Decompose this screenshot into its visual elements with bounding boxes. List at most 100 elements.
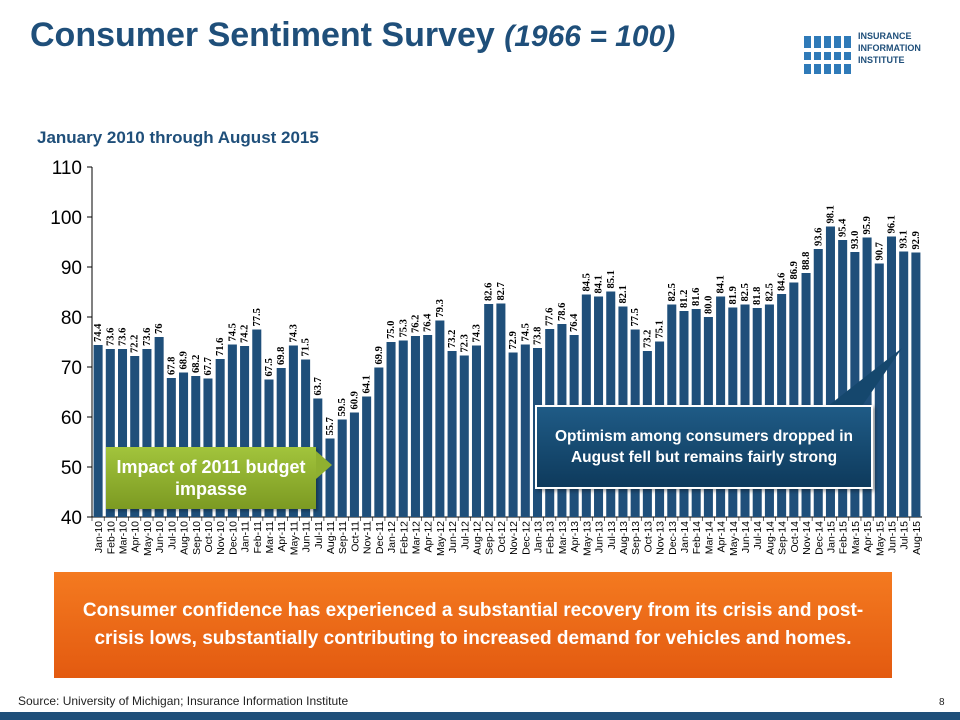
source-note: Source: University of Michigan; Insuranc… xyxy=(18,694,349,708)
x-category-label: Jul-10 xyxy=(166,521,178,550)
x-category-label: Apr-10 xyxy=(130,521,142,553)
x-category-label: Jul-13 xyxy=(606,521,618,550)
bar-value-label: 73.2 xyxy=(447,330,458,348)
x-category-label: Nov-11 xyxy=(362,521,374,554)
x-category-label: Mar-13 xyxy=(557,521,569,554)
x-category-label: Jan-10 xyxy=(93,521,105,553)
bar-value-label: 73.8 xyxy=(533,327,544,345)
x-category-label: Mar-12 xyxy=(410,521,422,554)
x-category-label: Apr-13 xyxy=(569,521,581,553)
bar-value-label: 77.5 xyxy=(252,308,263,326)
bar-value-label: 73.6 xyxy=(142,328,153,346)
x-category-label: Nov-14 xyxy=(801,521,813,555)
x-category-label: Jun-14 xyxy=(740,521,752,553)
bar-value-label: 68.9 xyxy=(179,351,190,369)
bar xyxy=(813,249,823,517)
bar-value-label: 69.8 xyxy=(276,347,287,365)
x-category-label: Dec-14 xyxy=(813,521,825,555)
x-category-label: May-15 xyxy=(874,521,886,556)
optimism-callout: Optimism among consumers dropped in Augu… xyxy=(535,405,873,489)
bar xyxy=(93,345,103,517)
bar-value-label: 74.3 xyxy=(471,324,482,342)
x-category-label: Aug-12 xyxy=(471,521,483,555)
bar-value-label: 95.9 xyxy=(862,216,873,234)
bar-value-label: 72.3 xyxy=(459,334,470,352)
bar-value-label: 76.4 xyxy=(423,313,434,332)
x-category-label: Sep-10 xyxy=(191,521,203,555)
bar-value-label: 74.2 xyxy=(240,325,251,343)
bar xyxy=(484,304,494,517)
x-category-label: May-12 xyxy=(435,521,447,556)
bar-value-label: 79.3 xyxy=(435,299,446,317)
bar-value-label: 63.7 xyxy=(313,377,324,395)
y-tick-label: 50 xyxy=(61,458,82,479)
x-category-label: Feb-15 xyxy=(838,521,850,554)
bar-value-label: 59.5 xyxy=(337,398,348,416)
bar xyxy=(362,396,372,517)
bar xyxy=(179,372,189,517)
x-category-label: May-10 xyxy=(142,521,154,556)
x-category-label: Jun-12 xyxy=(447,521,459,553)
x-category-label: Apr-11 xyxy=(276,521,288,552)
bar xyxy=(301,359,311,517)
x-category-label: Jul-12 xyxy=(459,521,471,550)
bar xyxy=(105,349,115,517)
bar-value-label: 75.1 xyxy=(655,320,666,338)
x-category-label: Feb-13 xyxy=(545,521,557,554)
x-category-label: Feb-10 xyxy=(105,521,117,554)
x-category-label: Nov-13 xyxy=(655,521,667,555)
bar xyxy=(899,251,909,517)
bar xyxy=(825,226,835,517)
bar xyxy=(459,355,469,517)
bar xyxy=(911,252,921,517)
x-category-label: Dec-10 xyxy=(227,521,239,555)
bar-value-label: 74.5 xyxy=(520,323,531,341)
bar-value-label: 86.9 xyxy=(789,261,800,279)
bar-value-label: 67.7 xyxy=(203,357,214,375)
bar xyxy=(496,303,506,517)
x-category-label: Aug-11 xyxy=(325,521,337,554)
x-category-label: Jun-11 xyxy=(301,521,313,552)
bar-value-label: 67.5 xyxy=(264,358,275,376)
x-category-label: Jan-15 xyxy=(825,521,837,553)
chart-subtitle: January 2010 through August 2015 xyxy=(37,128,319,147)
x-category-label: Jul-11 xyxy=(313,521,325,549)
x-category-label: Aug-15 xyxy=(911,521,923,555)
x-category-label: May-13 xyxy=(581,521,593,556)
bar-value-label: 60.9 xyxy=(349,391,360,409)
bar-value-label: 81.2 xyxy=(679,290,690,308)
bar-value-label: 88.8 xyxy=(801,252,812,270)
bar-value-label: 73.2 xyxy=(642,330,653,348)
bar-value-label: 93.0 xyxy=(850,231,861,249)
bar-value-label: 75.0 xyxy=(386,321,397,339)
bar xyxy=(435,320,445,517)
bar xyxy=(154,337,164,517)
bar-value-label: 82.6 xyxy=(484,283,495,301)
bar xyxy=(215,359,225,517)
x-category-label: Mar-10 xyxy=(118,521,130,554)
bar-value-label: 93.6 xyxy=(813,228,824,246)
x-category-label: Jun-13 xyxy=(594,521,606,553)
title-base-note: (1966 = 100) xyxy=(504,20,676,53)
x-category-label: Jun-15 xyxy=(886,521,898,553)
bar-value-label: 81.6 xyxy=(691,288,702,306)
x-category-label: Oct-11 xyxy=(349,521,361,552)
bar xyxy=(191,376,201,517)
y-tick-label: 80 xyxy=(61,308,82,329)
x-category-label: Dec-12 xyxy=(520,521,532,555)
x-category-label: Nov-10 xyxy=(215,521,227,555)
x-category-label: Aug-13 xyxy=(618,521,630,555)
bar xyxy=(801,273,811,517)
bar xyxy=(288,345,298,517)
bar xyxy=(142,349,152,517)
bar-value-label: 93.1 xyxy=(899,230,910,248)
bar xyxy=(471,345,482,517)
x-category-label: Aug-14 xyxy=(764,521,776,555)
bar-value-label: 73.6 xyxy=(105,328,116,346)
bar-value-label: 81.8 xyxy=(752,287,763,305)
y-tick-label: 100 xyxy=(50,208,82,229)
bar xyxy=(386,342,396,517)
bar xyxy=(374,367,384,517)
x-category-label: Feb-12 xyxy=(398,521,410,554)
x-category-label: Oct-13 xyxy=(642,521,654,553)
